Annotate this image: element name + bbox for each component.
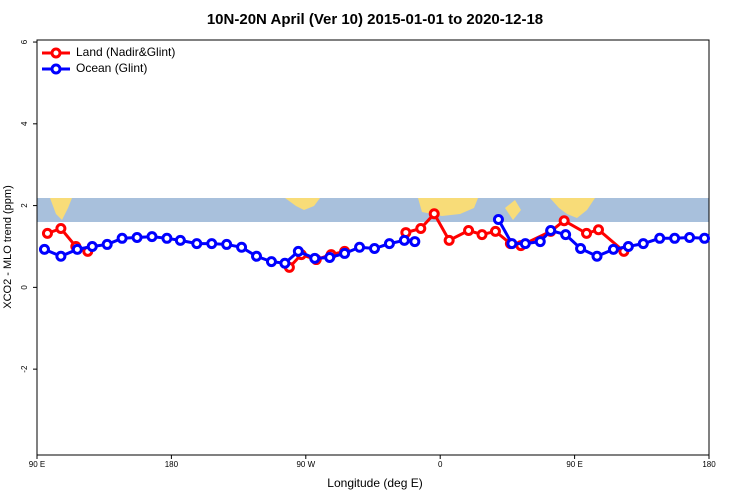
- point: [575, 243, 587, 255]
- point: [292, 245, 304, 257]
- point: [55, 222, 67, 234]
- point: [221, 238, 233, 250]
- y-tick-label: 6: [20, 39, 29, 44]
- point: [41, 227, 53, 239]
- x-tick-label: 180: [165, 460, 179, 469]
- legend-marker: [50, 63, 62, 75]
- point: [191, 238, 203, 250]
- point: [265, 256, 277, 268]
- point: [476, 229, 488, 241]
- point: [279, 257, 291, 269]
- y-axis-label: XCO2 - MLO trend (ppm): [2, 185, 14, 308]
- x-tick-label: 90 E: [566, 460, 582, 469]
- point: [236, 241, 248, 253]
- y-tick-label: 2: [20, 203, 29, 208]
- point: [592, 224, 604, 236]
- point: [354, 241, 366, 253]
- x-tick-label: 90 E: [29, 460, 45, 469]
- point: [38, 243, 50, 255]
- point: [684, 231, 696, 243]
- legend-label: Land (Nadir&Glint): [76, 45, 175, 59]
- point: [146, 231, 158, 243]
- point: [489, 225, 501, 237]
- point: [622, 240, 634, 252]
- point: [161, 232, 173, 244]
- y-tick-label: -2: [20, 365, 29, 373]
- point: [534, 236, 546, 248]
- point: [506, 238, 518, 250]
- point: [415, 222, 427, 234]
- point: [581, 227, 593, 239]
- point: [492, 213, 504, 225]
- point: [174, 234, 186, 246]
- point: [86, 240, 98, 252]
- point: [206, 238, 218, 250]
- point: [324, 252, 336, 264]
- point: [71, 243, 83, 255]
- point: [463, 225, 475, 237]
- point: [637, 238, 649, 250]
- point: [519, 238, 531, 250]
- point: [131, 231, 143, 243]
- point: [383, 238, 395, 250]
- point: [654, 232, 666, 244]
- series-line: [43, 218, 705, 265]
- point: [368, 243, 380, 255]
- y-tick-label: 0: [20, 285, 29, 290]
- x-tick-label: 90 W: [296, 460, 315, 469]
- point: [558, 215, 570, 227]
- x-axis-label: Longitude (deg E): [327, 476, 422, 490]
- point: [699, 232, 711, 244]
- point: [443, 234, 455, 246]
- point: [55, 250, 67, 262]
- map-strip: [37, 198, 709, 222]
- point: [409, 236, 421, 248]
- point: [398, 234, 410, 246]
- legend-marker: [50, 47, 62, 59]
- point: [251, 250, 263, 262]
- point: [669, 232, 681, 244]
- point: [428, 208, 440, 220]
- point: [339, 247, 351, 259]
- point: [116, 232, 128, 244]
- chart-title: 10N-20N April (Ver 10) 2015-01-01 to 202…: [207, 11, 543, 28]
- plot-frame: [36, 39, 710, 456]
- point: [309, 252, 321, 264]
- point: [560, 229, 572, 241]
- point: [545, 225, 557, 237]
- x-tick-label: 0: [438, 460, 443, 469]
- legend-label: Ocean (Glint): [76, 61, 147, 75]
- point: [591, 250, 603, 262]
- point: [607, 243, 619, 255]
- point: [101, 238, 113, 250]
- x-tick-label: 180: [702, 460, 716, 469]
- y-tick-label: 4: [20, 121, 29, 126]
